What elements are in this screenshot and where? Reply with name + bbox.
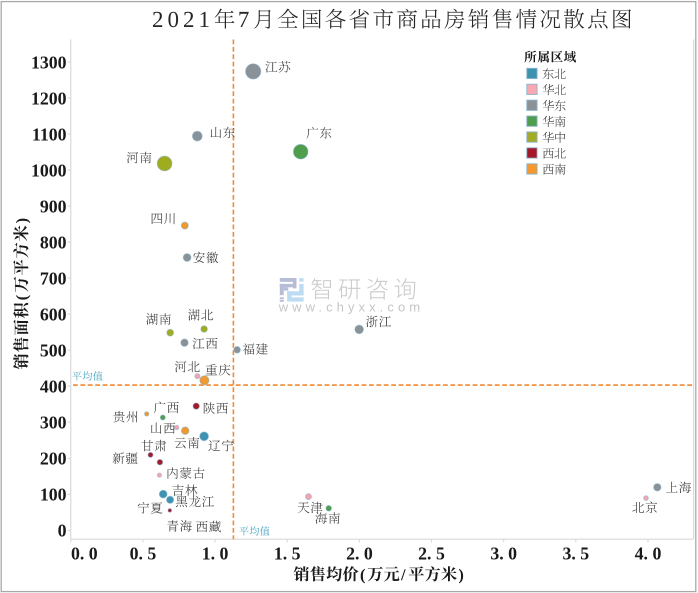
svg-text:1. 5: 1. 5 [274, 543, 301, 563]
svg-text:300: 300 [40, 413, 67, 433]
svg-text:0: 0 [58, 521, 67, 541]
svg-text:1000: 1000 [31, 161, 67, 181]
svg-text:900: 900 [40, 197, 67, 217]
svg-text:800: 800 [40, 233, 67, 253]
svg-text:0. 0: 0. 0 [71, 543, 98, 563]
svg-text:200: 200 [40, 449, 67, 469]
svg-text:700: 700 [40, 269, 67, 289]
svg-text:1200: 1200 [31, 88, 67, 108]
svg-text:www.chyxx.com: www.chyxx.com [278, 300, 420, 315]
svg-text:1300: 1300 [31, 52, 67, 72]
svg-text:1. 0: 1. 0 [202, 543, 229, 563]
svg-text:3. 5: 3. 5 [562, 543, 589, 563]
svg-text:3. 0: 3. 0 [490, 543, 517, 563]
svg-text:600: 600 [40, 305, 67, 325]
svg-text:1100: 1100 [32, 124, 67, 144]
svg-text:2. 0: 2. 0 [346, 543, 373, 563]
svg-text:0. 5: 0. 5 [130, 543, 157, 563]
svg-text:500: 500 [40, 341, 67, 361]
svg-text:400: 400 [40, 377, 67, 397]
svg-text:2. 5: 2. 5 [418, 543, 445, 563]
svg-text:4. 0: 4. 0 [635, 543, 662, 563]
svg-text:100: 100 [40, 485, 67, 505]
